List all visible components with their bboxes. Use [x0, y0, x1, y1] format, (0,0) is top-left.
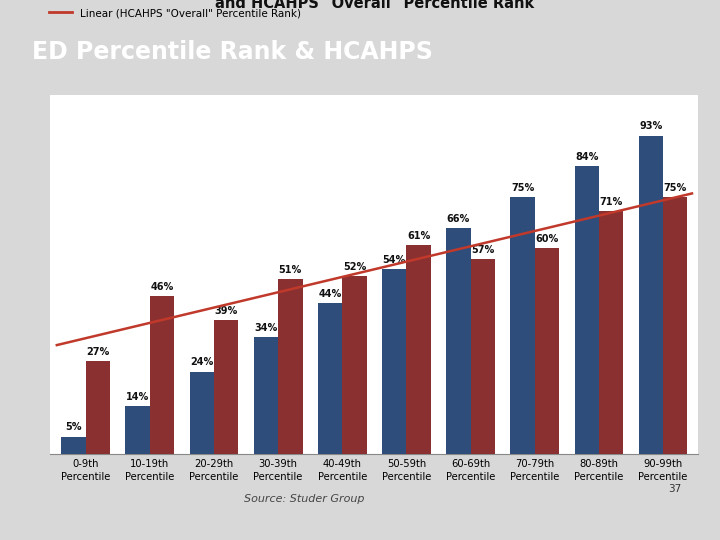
Bar: [253, 338, 278, 454]
Text: 44%: 44%: [318, 289, 342, 299]
Bar: [535, 248, 559, 454]
Text: 52%: 52%: [343, 262, 366, 272]
Bar: [407, 245, 431, 454]
Text: 34%: 34%: [254, 323, 278, 333]
Text: 75%: 75%: [664, 183, 687, 193]
Text: 75%: 75%: [511, 183, 534, 193]
Text: 57%: 57%: [471, 245, 495, 254]
Text: 61%: 61%: [407, 231, 431, 241]
Bar: [214, 320, 238, 454]
Bar: [510, 197, 535, 454]
Text: ED Percentile Rank & HCAHPS: ED Percentile Rank & HCAHPS: [32, 40, 433, 64]
Text: 27%: 27%: [86, 347, 109, 357]
Text: 54%: 54%: [382, 255, 406, 265]
Text: 24%: 24%: [190, 357, 213, 367]
Bar: [189, 372, 214, 454]
Title: Relationship between Emergency Department Percentile Rank
and HCAHPS "Overall" P: Relationship between Emergency Departmen…: [115, 0, 634, 11]
Bar: [86, 361, 110, 454]
Text: 60%: 60%: [536, 234, 559, 244]
Text: 46%: 46%: [150, 282, 174, 292]
Text: 5%: 5%: [66, 422, 82, 433]
Legend: Linear (HCAHPS "Overall" Percentile Rank): Linear (HCAHPS "Overall" Percentile Rank…: [49, 8, 302, 18]
Text: 14%: 14%: [126, 392, 149, 402]
Text: 93%: 93%: [639, 122, 662, 131]
Bar: [278, 279, 302, 454]
Bar: [318, 303, 342, 454]
Text: 51%: 51%: [279, 265, 302, 275]
Bar: [150, 296, 174, 454]
Text: Source: Studer Group: Source: Studer Group: [245, 495, 365, 504]
Bar: [575, 166, 599, 454]
Bar: [342, 276, 366, 454]
Bar: [471, 259, 495, 454]
Text: 66%: 66%: [447, 214, 470, 224]
Text: 37: 37: [668, 484, 681, 494]
Text: 71%: 71%: [600, 197, 623, 207]
Bar: [639, 136, 663, 454]
Bar: [446, 228, 471, 454]
Text: 39%: 39%: [215, 306, 238, 316]
Text: 84%: 84%: [575, 152, 598, 162]
Bar: [61, 436, 86, 454]
Bar: [382, 269, 407, 454]
Bar: [599, 211, 624, 454]
Bar: [125, 406, 150, 454]
Bar: [663, 197, 688, 454]
